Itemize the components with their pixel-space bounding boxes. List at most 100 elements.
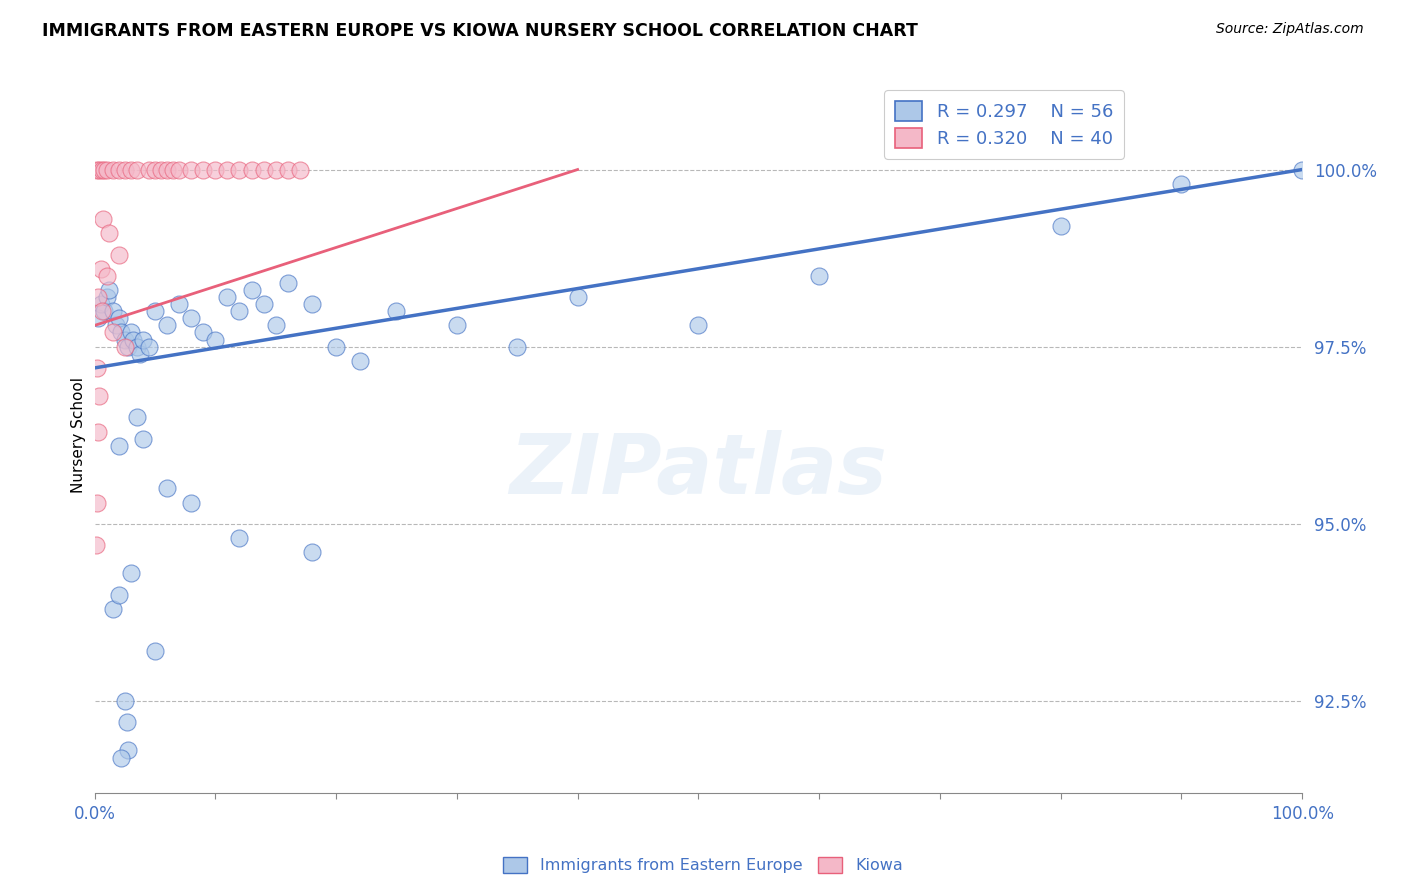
Point: [288, 162, 311, 177]
Point: [86, 360, 108, 375]
Point: [86, 162, 108, 177]
Point: [688, 318, 710, 333]
Point: [101, 326, 124, 340]
Legend: R = 0.297    N = 56, R = 0.320    N = 40: R = 0.297 N = 56, R = 0.320 N = 40: [884, 90, 1123, 159]
Point: [301, 297, 323, 311]
Point: [90, 297, 112, 311]
Point: [89, 389, 111, 403]
Point: [101, 304, 124, 318]
Point: [107, 311, 129, 326]
Point: [98, 227, 121, 241]
Point: [167, 297, 190, 311]
Point: [446, 318, 468, 333]
Point: [240, 283, 263, 297]
Point: [129, 347, 152, 361]
Point: [253, 162, 276, 177]
Point: [90, 304, 112, 318]
Point: [228, 162, 250, 177]
Point: [217, 162, 239, 177]
Point: [1170, 177, 1192, 191]
Point: [193, 162, 215, 177]
Point: [125, 340, 148, 354]
Point: [180, 162, 202, 177]
Point: [506, 340, 529, 354]
Point: [86, 495, 108, 509]
Point: [122, 333, 145, 347]
Point: [107, 588, 129, 602]
Point: [91, 212, 114, 227]
Point: [107, 247, 129, 261]
Point: [117, 743, 139, 757]
Point: [264, 162, 287, 177]
Point: [87, 425, 110, 439]
Point: [301, 545, 323, 559]
Point: [90, 261, 112, 276]
Point: [150, 162, 173, 177]
Point: [84, 538, 107, 552]
Point: [114, 162, 136, 177]
Point: [98, 283, 121, 297]
Point: [115, 715, 138, 730]
Point: [87, 311, 110, 326]
Point: [107, 439, 129, 453]
Point: [217, 290, 239, 304]
Point: [90, 162, 112, 177]
Point: [93, 162, 115, 177]
Point: [228, 304, 250, 318]
Point: [107, 162, 129, 177]
Text: Source: ZipAtlas.com: Source: ZipAtlas.com: [1216, 22, 1364, 37]
Point: [567, 290, 589, 304]
Y-axis label: Nursery School: Nursery School: [72, 377, 86, 493]
Point: [132, 432, 155, 446]
Point: [180, 495, 202, 509]
Point: [277, 276, 299, 290]
Point: [93, 304, 115, 318]
Point: [105, 318, 128, 333]
Point: [349, 354, 371, 368]
Point: [114, 333, 136, 347]
Point: [96, 290, 118, 304]
Point: [125, 410, 148, 425]
Point: [156, 481, 179, 495]
Point: [277, 162, 299, 177]
Point: [138, 340, 160, 354]
Point: [110, 326, 132, 340]
Point: [89, 162, 111, 177]
Point: [143, 644, 166, 658]
Point: [1291, 162, 1313, 177]
Legend: Immigrants from Eastern Europe, Kiowa: Immigrants from Eastern Europe, Kiowa: [496, 850, 910, 880]
Point: [101, 601, 124, 615]
Point: [162, 162, 184, 177]
Point: [143, 162, 166, 177]
Point: [240, 162, 263, 177]
Point: [180, 311, 202, 326]
Point: [120, 326, 142, 340]
Point: [96, 268, 118, 283]
Point: [125, 162, 148, 177]
Point: [204, 162, 226, 177]
Point: [114, 340, 136, 354]
Point: [132, 333, 155, 347]
Point: [143, 304, 166, 318]
Point: [156, 318, 179, 333]
Text: IMMIGRANTS FROM EASTERN EUROPE VS KIOWA NURSERY SCHOOL CORRELATION CHART: IMMIGRANTS FROM EASTERN EUROPE VS KIOWA …: [42, 22, 918, 40]
Point: [87, 290, 110, 304]
Point: [1049, 219, 1071, 234]
Point: [120, 566, 142, 581]
Point: [808, 268, 831, 283]
Point: [385, 304, 408, 318]
Point: [325, 340, 347, 354]
Point: [101, 162, 124, 177]
Text: ZIPatlas: ZIPatlas: [509, 431, 887, 511]
Point: [264, 318, 287, 333]
Point: [204, 333, 226, 347]
Point: [120, 162, 142, 177]
Point: [228, 531, 250, 545]
Point: [110, 750, 132, 764]
Point: [253, 297, 276, 311]
Point: [156, 162, 179, 177]
Point: [193, 326, 215, 340]
Point: [117, 340, 139, 354]
Point: [114, 694, 136, 708]
Point: [96, 162, 118, 177]
